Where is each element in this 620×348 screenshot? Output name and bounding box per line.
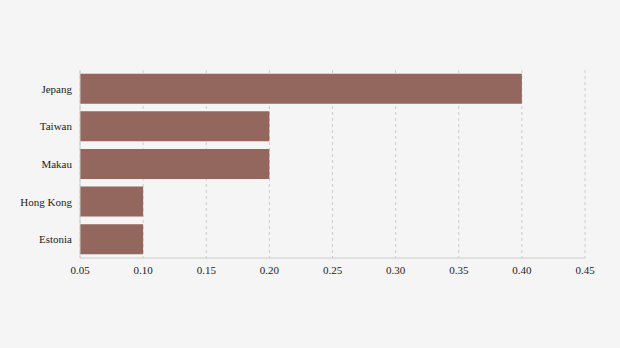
svg-text:Hong Kong: Hong Kong (20, 196, 72, 208)
svg-text:Taiwan: Taiwan (40, 120, 73, 132)
svg-text:0.40: 0.40 (512, 264, 532, 276)
svg-text:Jepang: Jepang (41, 83, 72, 95)
svg-text:0.05: 0.05 (70, 264, 90, 276)
svg-text:0.25: 0.25 (323, 264, 343, 276)
svg-text:0.10: 0.10 (134, 264, 154, 276)
svg-text:0.15: 0.15 (197, 264, 217, 276)
svg-text:Makau: Makau (41, 158, 72, 170)
svg-text:0.20: 0.20 (260, 264, 280, 276)
svg-text:Estonia: Estonia (39, 233, 72, 245)
svg-text:0.30: 0.30 (386, 264, 406, 276)
svg-text:0.35: 0.35 (449, 264, 469, 276)
svg-text:0.45: 0.45 (575, 264, 595, 276)
